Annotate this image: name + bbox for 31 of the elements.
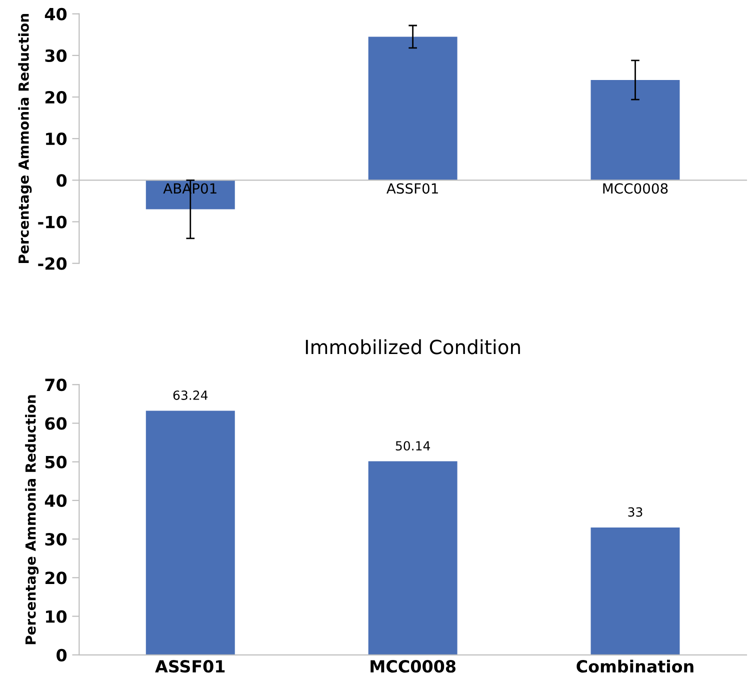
bar — [368, 36, 458, 180]
y-tick-label: -20 — [38, 257, 67, 270]
bar — [590, 80, 680, 180]
y-tick-label: 50 — [45, 456, 67, 468]
bar — [590, 527, 680, 655]
data-label: 63.24 — [173, 390, 208, 400]
y-tick-label: 30 — [45, 49, 67, 62]
data-label: 50.14 — [396, 441, 430, 451]
x-tick-label: MCC0008 — [603, 183, 668, 194]
y-axis-title: Percentage Ammonia Reduction — [25, 395, 39, 644]
x-tick-label: ASSF01 — [386, 183, 438, 194]
x-tick-label: ASSF01 — [155, 660, 225, 673]
y-tick-label: 20 — [45, 90, 67, 104]
y-tick-label: 0 — [56, 174, 67, 187]
x-tick-label: MCC0008 — [370, 660, 456, 673]
y-tick-label: 30 — [45, 533, 67, 546]
y-tick-label: -10 — [38, 216, 67, 228]
y-tick-label: 40 — [44, 494, 67, 508]
y-tick-label: 20 — [45, 572, 67, 584]
bar — [368, 461, 458, 655]
y-tick-label: 10 — [46, 132, 67, 146]
y-tick-label: 60 — [45, 417, 67, 430]
y-tick-label: 10 — [46, 610, 67, 623]
chart-title: Immobilized Condition — [306, 339, 520, 354]
y-tick-label: 0 — [56, 648, 67, 662]
bar — [146, 410, 235, 655]
x-tick-label: Combination — [576, 660, 694, 673]
y-tick-label: 40 — [44, 8, 67, 20]
y-tick-label: 70 — [45, 378, 67, 392]
y-axis-title: Percentage Ammonia Reduction — [18, 14, 32, 263]
data-label: 33 — [628, 507, 642, 517]
